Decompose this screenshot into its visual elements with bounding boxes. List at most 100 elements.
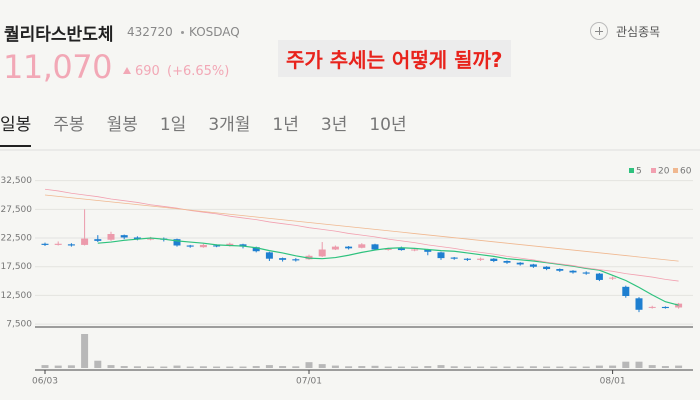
candle-body xyxy=(595,273,603,280)
volume-bar xyxy=(199,366,207,368)
price-change: 690 xyxy=(135,64,160,79)
watch-button[interactable]: 관심종목 xyxy=(616,25,661,39)
volume-bar xyxy=(160,366,168,368)
candle-body xyxy=(107,234,115,240)
candle-body xyxy=(543,266,551,270)
volume-bar xyxy=(477,366,485,368)
volume-bar xyxy=(490,366,498,368)
volume-bar xyxy=(661,366,669,368)
volume-bar xyxy=(529,366,537,368)
volume-bar xyxy=(463,366,471,368)
x-tick-label: 07/01 xyxy=(296,377,322,387)
candle-body xyxy=(556,269,564,271)
legend-label: 5 xyxy=(636,167,642,177)
volume-bar xyxy=(94,360,102,368)
candle-body xyxy=(490,258,498,261)
overlay-caption: 주가 추세는 어떻게 될까? xyxy=(278,40,511,77)
y-tick-label: 32,500 xyxy=(1,176,33,186)
candle-body xyxy=(477,258,485,260)
volume-bar xyxy=(516,366,524,368)
x-tick-label: 08/01 xyxy=(600,377,626,387)
y-tick-label: 17,500 xyxy=(1,262,33,272)
volume-bar xyxy=(318,364,326,368)
period-tab[interactable]: 1년 xyxy=(272,115,299,135)
candle-body xyxy=(371,244,379,250)
volume-bar xyxy=(358,366,366,368)
volume-bar xyxy=(81,334,89,368)
ma-line xyxy=(97,237,679,306)
y-tick-label: 7,500 xyxy=(6,320,32,330)
y-tick-label: 12,500 xyxy=(1,291,33,301)
candle-body xyxy=(609,277,617,279)
volume-bar xyxy=(622,361,630,368)
volume-bar xyxy=(213,366,221,368)
candle-body xyxy=(213,245,221,247)
candle-body xyxy=(186,245,194,247)
y-tick-label: 22,500 xyxy=(1,234,33,244)
period-tab[interactable]: 3년 xyxy=(320,115,348,135)
candle-body xyxy=(622,286,630,296)
candle-body xyxy=(173,239,181,246)
volume-bar xyxy=(397,366,405,368)
price-change-pct: (+6.65%) xyxy=(167,64,230,79)
period-tab[interactable]: 3개월 xyxy=(208,115,251,135)
market: KOSDAQ xyxy=(189,25,240,39)
volume-bar xyxy=(675,365,683,368)
candle-body xyxy=(437,252,445,259)
period-tab[interactable]: 주봉 xyxy=(53,115,85,135)
candle-body xyxy=(463,258,471,260)
legend-swatch xyxy=(651,168,656,173)
candle-body xyxy=(424,249,432,252)
period-tab[interactable]: 10년 xyxy=(369,115,407,135)
volume-bar xyxy=(173,365,181,368)
candle-body xyxy=(41,243,49,245)
candle-body xyxy=(279,258,287,260)
add-icon[interactable] xyxy=(590,22,608,40)
candle-body xyxy=(450,257,458,259)
candle-body xyxy=(54,243,62,245)
candle-body xyxy=(94,239,102,241)
volume-bar xyxy=(279,366,287,368)
candle-body xyxy=(358,244,366,248)
candle-body xyxy=(384,248,392,250)
volume-bar xyxy=(265,365,273,368)
volume-bar xyxy=(543,366,551,368)
candle-body xyxy=(635,298,643,310)
volume-bar xyxy=(345,366,353,368)
volume-bar xyxy=(411,366,419,368)
period-tab[interactable]: 1일 xyxy=(159,115,187,135)
volume-bar xyxy=(147,366,155,368)
legend-label: 20 xyxy=(658,167,670,177)
candle-body xyxy=(397,248,405,251)
candle-body xyxy=(252,247,260,252)
period-tab[interactable]: 일봉 xyxy=(0,108,32,147)
volume-bar xyxy=(292,366,300,368)
volume-bar xyxy=(186,366,194,368)
volume-bar xyxy=(635,361,643,368)
legend-label: 60 xyxy=(680,167,692,177)
y-tick-label: 27,500 xyxy=(1,205,33,215)
ma-line xyxy=(44,194,679,262)
separator-dot xyxy=(181,31,184,34)
volume-bar xyxy=(648,365,656,368)
candle-body xyxy=(516,262,524,265)
candle-body xyxy=(199,244,207,248)
volume-bar xyxy=(384,366,392,368)
volume-bar xyxy=(67,365,75,368)
candle-body xyxy=(133,237,141,240)
candle-body xyxy=(411,249,419,251)
volume-bar xyxy=(239,366,247,368)
volume-bar xyxy=(595,365,603,368)
candle-body xyxy=(331,246,339,250)
candle-body xyxy=(345,246,353,249)
period-tab[interactable]: 월봉 xyxy=(106,115,138,135)
candle-body xyxy=(265,252,273,259)
volume-bar xyxy=(133,366,141,368)
volume-bar xyxy=(503,366,511,368)
volume-bar xyxy=(54,365,62,368)
candle-body xyxy=(226,243,234,246)
x-tick-label: 06/03 xyxy=(32,377,58,387)
candle-body xyxy=(675,303,683,308)
volume-bar xyxy=(437,365,445,368)
